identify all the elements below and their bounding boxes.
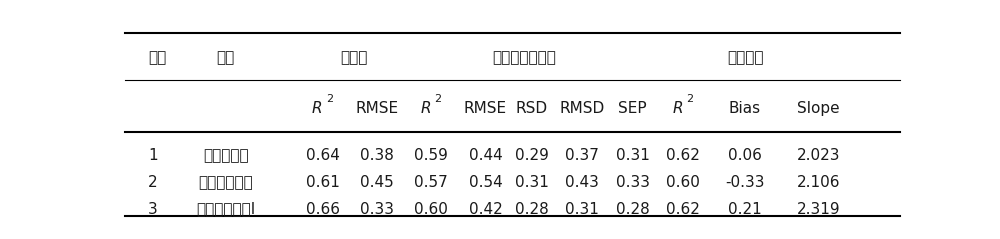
Text: 0.37: 0.37 [565, 148, 599, 163]
Text: 2: 2 [326, 94, 333, 104]
Text: 0.60: 0.60 [666, 175, 700, 190]
Text: SEP: SEP [618, 101, 647, 116]
Text: 0.28: 0.28 [616, 201, 650, 217]
Text: R: R [672, 101, 683, 116]
Text: 0.38: 0.38 [360, 148, 394, 163]
Text: 伴花生球蛋白: 伴花生球蛋白 [198, 175, 253, 190]
Text: 0.06: 0.06 [728, 148, 762, 163]
Text: 0.64: 0.64 [306, 148, 340, 163]
Text: 0.62: 0.62 [666, 148, 700, 163]
Text: 0.42: 0.42 [468, 201, 502, 217]
Text: 指标: 指标 [217, 51, 235, 66]
Text: 0.60: 0.60 [414, 201, 448, 217]
Text: 0.33: 0.33 [360, 201, 394, 217]
Text: RMSD: RMSD [560, 101, 605, 116]
Text: RMSE: RMSE [464, 101, 507, 116]
Text: RSD: RSD [516, 101, 548, 116]
Text: 0.31: 0.31 [515, 175, 549, 190]
Text: 3: 3 [148, 201, 158, 217]
Text: 1: 1 [148, 148, 158, 163]
Text: 0.59: 0.59 [414, 148, 448, 163]
Text: 0.61: 0.61 [306, 175, 340, 190]
Text: RMSE: RMSE [355, 101, 398, 116]
Text: 0.21: 0.21 [728, 201, 762, 217]
Text: 伴花生球蛋白Ⅰ: 伴花生球蛋白Ⅰ [196, 201, 255, 217]
Text: 0.45: 0.45 [360, 175, 394, 190]
Text: 0.57: 0.57 [414, 175, 448, 190]
Text: R: R [312, 101, 323, 116]
Text: 0.43: 0.43 [565, 175, 599, 190]
Text: 2: 2 [435, 94, 442, 104]
Text: Slope: Slope [797, 101, 840, 116]
Text: 0.31: 0.31 [616, 148, 650, 163]
Text: 2: 2 [686, 94, 694, 104]
Text: 0.62: 0.62 [666, 201, 700, 217]
Text: 2.023: 2.023 [797, 148, 840, 163]
Text: 内部交叉验证集: 内部交叉验证集 [492, 51, 556, 66]
Text: 0.44: 0.44 [468, 148, 502, 163]
Text: 0.31: 0.31 [565, 201, 599, 217]
Text: 2.106: 2.106 [797, 175, 840, 190]
Text: 2.319: 2.319 [797, 201, 840, 217]
Text: 0.28: 0.28 [515, 201, 549, 217]
Text: R: R [420, 101, 431, 116]
Text: 2: 2 [148, 175, 158, 190]
Text: 花生球蛋白: 花生球蛋白 [203, 148, 249, 163]
Text: 0.54: 0.54 [468, 175, 502, 190]
Text: 0.33: 0.33 [616, 175, 650, 190]
Text: 0.66: 0.66 [306, 201, 340, 217]
Text: -0.33: -0.33 [725, 175, 765, 190]
Text: 序号: 序号 [148, 51, 166, 66]
Text: Bias: Bias [729, 101, 761, 116]
Text: 校正集: 校正集 [340, 51, 367, 66]
Text: 外部验证: 外部验证 [727, 51, 763, 66]
Text: 0.29: 0.29 [515, 148, 549, 163]
